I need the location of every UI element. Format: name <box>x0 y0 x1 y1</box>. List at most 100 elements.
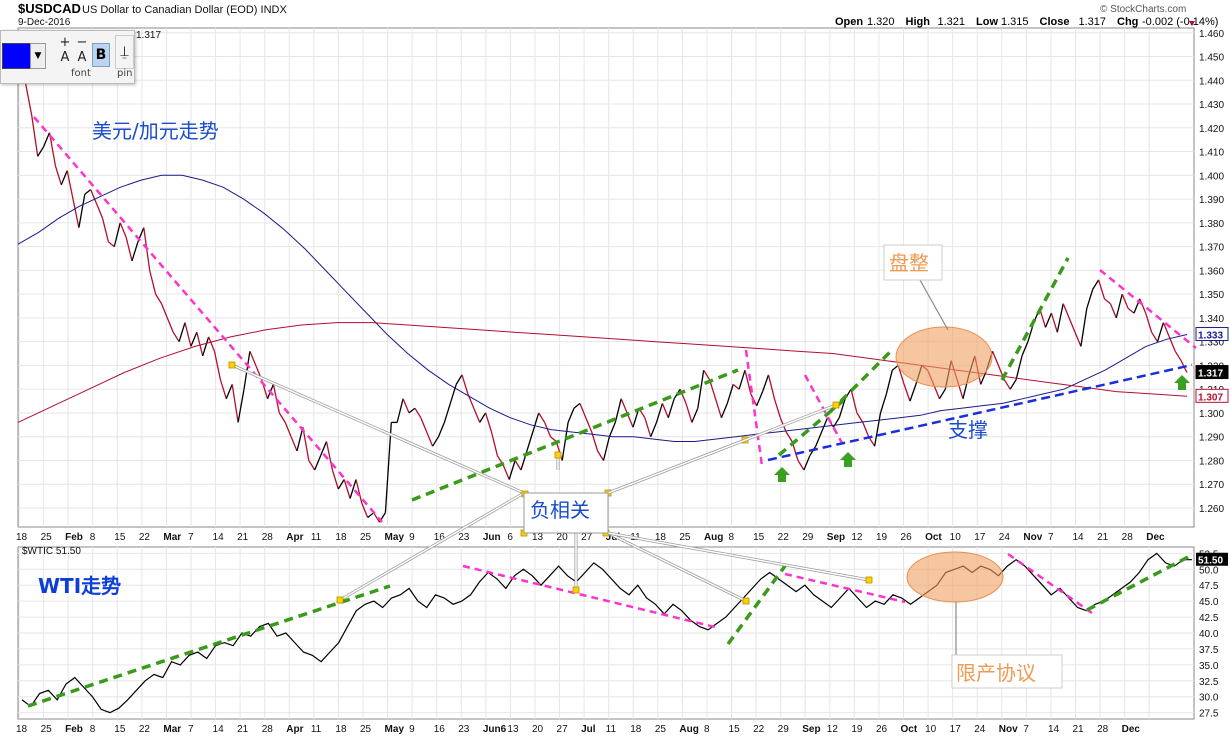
lower-xtick-label: 8 <box>90 724 96 735</box>
lower-xtick-label: 25 <box>360 724 372 735</box>
upper-xtick-label: 11 <box>311 532 322 543</box>
usdcad-price-segment <box>325 441 334 471</box>
lower-xtick-label: 15 <box>729 724 741 735</box>
font-size-decrease-button[interactable]: − A <box>76 35 88 65</box>
usdcad-price-segment <box>756 391 764 407</box>
lower-xtick-label: Apr <box>286 724 303 735</box>
upper-ytick-label: 1.420 <box>1199 124 1224 135</box>
ohlc-value: 1.315 <box>1001 16 1029 28</box>
lower-xtick-label: 10 <box>925 724 937 735</box>
upper-ytick-label: 1.440 <box>1199 76 1224 87</box>
lower-xtick-label: Nov <box>999 724 1018 735</box>
upper-xtick-label: Jul <box>606 532 621 543</box>
lower-xtick-label: 20 <box>532 724 544 735</box>
upper-xtick-label: 6 <box>507 532 513 543</box>
lower-ytick-label: 47.5 <box>1199 581 1219 592</box>
lower-xtick-label: 23 <box>458 724 470 735</box>
color-swatch[interactable] <box>2 43 31 69</box>
usdcad-price-segment <box>190 331 198 347</box>
upper-uptrend-line <box>411 368 739 502</box>
usdcad-price-segment <box>1074 331 1082 347</box>
ohlc-label: Close <box>1040 16 1070 28</box>
usdcad-price-segment <box>296 427 304 452</box>
usdcad-price-segment <box>885 370 893 395</box>
usdcad-price-segment <box>1115 293 1123 319</box>
upper-xtick-label: 28 <box>262 532 274 543</box>
lower-ytick-label: 40.0 <box>1199 629 1219 640</box>
upper-xtick-label: 14 <box>213 532 225 543</box>
ohlc-value: 1.317 <box>1079 16 1107 28</box>
usdcad-price-segment <box>850 389 858 414</box>
usdcad-price-segment <box>614 398 622 423</box>
chevron-down-icon[interactable]: ▼ <box>30 43 46 69</box>
usdcad-price-segment <box>1097 279 1106 300</box>
ohlc-label: Open <box>835 16 863 28</box>
lower-xtick-label: 12 <box>827 724 839 735</box>
usdcad-price-segment <box>655 403 664 423</box>
green-up-arrow-icon <box>1174 375 1190 390</box>
lower-downtrend-line <box>462 564 716 629</box>
usdcad-price-segment <box>773 398 781 418</box>
usdcad-trend-label: 美元/加元走势 <box>92 119 219 143</box>
usdcad-price-segment <box>443 403 451 423</box>
usdcad-price-segment <box>219 379 227 399</box>
usdcad-price-segment <box>714 398 723 418</box>
consolidation-label-box <box>883 244 943 281</box>
wtic-price-label-box <box>1196 552 1228 566</box>
lower-xtick-label: 14 <box>1048 724 1060 735</box>
lower-xtick-label: 22 <box>753 724 765 735</box>
upper-xtick-label: 16 <box>434 532 446 543</box>
lower-xtick-label: 11 <box>606 724 617 735</box>
usdcad-price-segment <box>1009 379 1017 390</box>
price-label-box <box>1195 365 1229 380</box>
usdcad-price-segment <box>597 450 605 461</box>
usdcad-price-segment <box>738 370 746 390</box>
lower-xtick-label: Mar <box>163 724 181 735</box>
lower-xtick-label: 8 <box>704 724 710 735</box>
upper-xtick-label: 12 <box>851 532 863 543</box>
production-cut-label: 限产协议 <box>956 661 1036 685</box>
callout-connector-inner <box>607 404 837 494</box>
usdcad-price-segment <box>1104 298 1111 305</box>
usdcad-price-segment <box>667 398 675 418</box>
usdcad-price-segment <box>160 303 168 319</box>
callout-handle <box>554 451 562 459</box>
callout-handle <box>832 401 840 409</box>
usdcad-price-segment <box>155 293 163 304</box>
upper-panel-frame <box>17 27 1195 528</box>
lower-ytick-label: 35.0 <box>1199 661 1219 672</box>
usdcad-price-segment <box>1021 341 1029 357</box>
lower-xtick-label: Feb <box>65 724 83 735</box>
lower-xtick-label: 21 <box>1073 724 1085 735</box>
usdcad-price-segment <box>420 417 428 433</box>
price-label: 1.307 <box>1198 392 1223 403</box>
upper-ytick-label: 1.260 <box>1199 504 1224 515</box>
usdcad-price-segment <box>337 479 345 490</box>
lower-xtick-label: 26 <box>876 724 888 735</box>
upper-ytick-label: 1.300 <box>1199 409 1224 420</box>
usdcad-price-segment <box>490 431 499 456</box>
usdcad-price-segment <box>585 417 593 433</box>
usdcad-price-segment <box>149 270 157 295</box>
lower-xtick-label: 17 <box>950 724 962 735</box>
usdcad-price-segment <box>131 241 139 262</box>
upper-xtick-label: 14 <box>1073 532 1085 543</box>
font-size-increase-button[interactable]: + A <box>59 35 71 65</box>
consolidation-ellipse <box>895 326 993 388</box>
upper-xtick-label: 21 <box>237 532 249 543</box>
usdcad-price-segment <box>95 203 104 219</box>
bold-button[interactable]: B <box>92 43 110 67</box>
usdcad-price-segment <box>879 393 888 414</box>
usdcad-price-segment <box>319 441 328 456</box>
usdcad-price-segment <box>237 389 245 423</box>
pin-icon[interactable]: ⍊ <box>115 35 134 69</box>
usdcad-price-segment <box>426 431 434 447</box>
wtic-price-label: 51.50 <box>1198 556 1223 567</box>
usdcad-price-segment <box>284 422 292 437</box>
usdcad-price-segment <box>60 170 68 186</box>
usdcad-price-segment <box>355 479 363 504</box>
lower-xtick-label: 18 <box>630 724 642 735</box>
usdcad-price-segment <box>703 369 711 381</box>
usdcad-price-segment <box>532 412 540 433</box>
usdcad-price-segment <box>432 436 440 447</box>
